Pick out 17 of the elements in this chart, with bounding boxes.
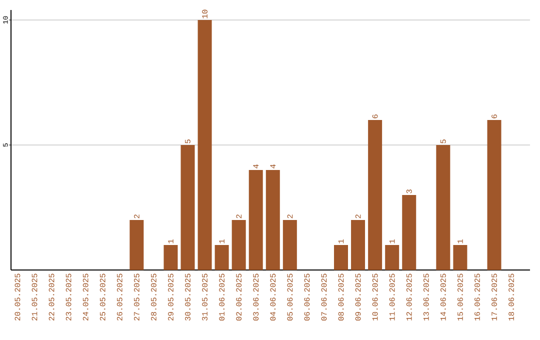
bar <box>130 220 144 270</box>
bar <box>487 120 502 270</box>
bar <box>334 245 348 270</box>
bar <box>164 245 178 270</box>
bar <box>453 245 468 270</box>
bar <box>351 220 366 270</box>
bar <box>180 145 195 270</box>
bar <box>402 195 416 270</box>
bar <box>282 220 297 270</box>
bar <box>198 20 212 270</box>
bar <box>248 170 263 270</box>
bar <box>368 120 382 270</box>
bar <box>214 245 229 270</box>
bar <box>436 145 450 270</box>
bar <box>385 245 400 270</box>
bar <box>232 220 246 270</box>
bar <box>266 170 280 270</box>
